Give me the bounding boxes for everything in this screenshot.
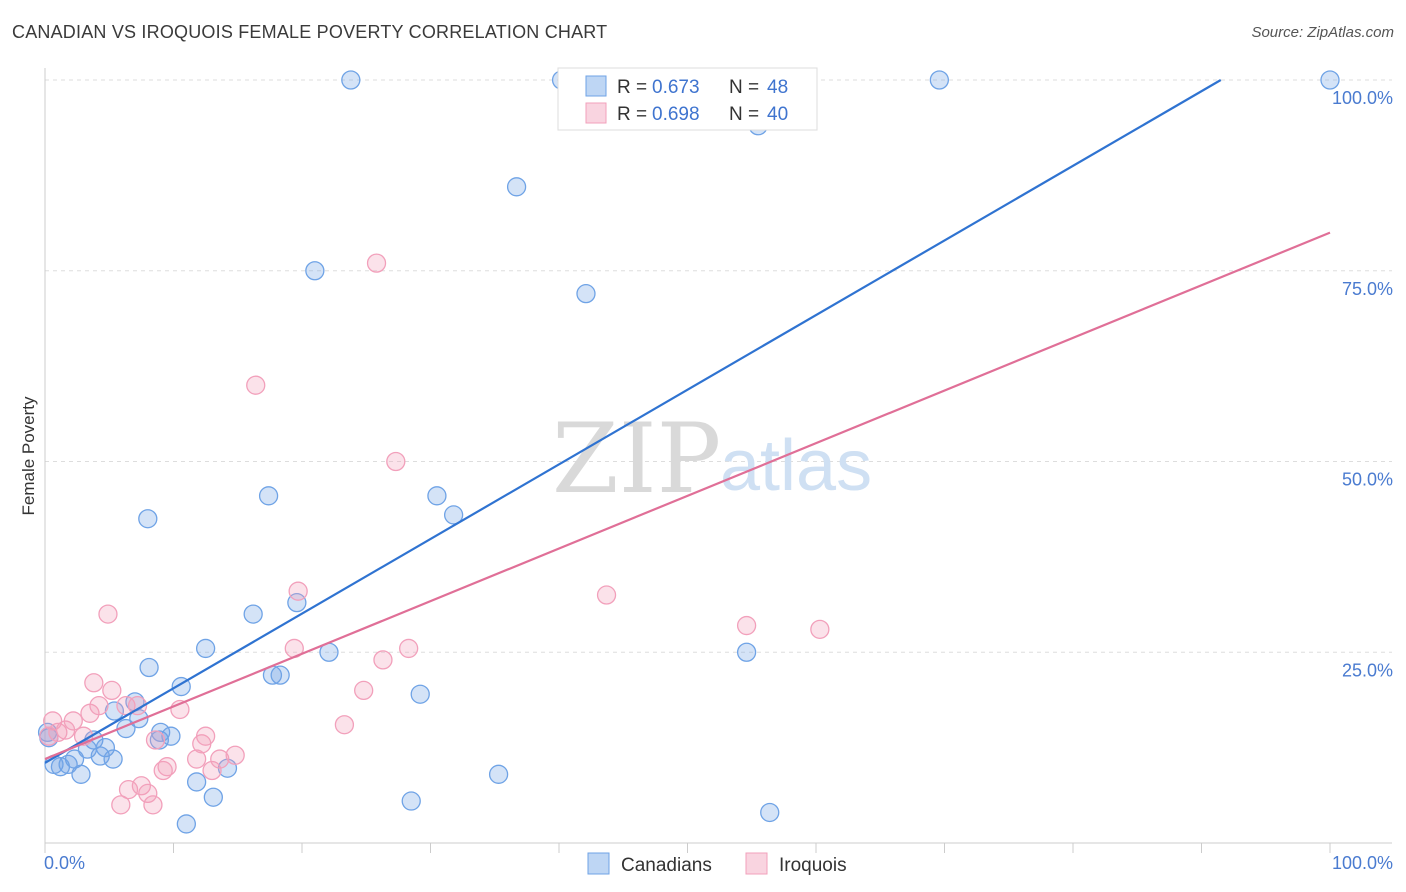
data-point-canadians (103, 749, 123, 769)
data-point-canadians (410, 684, 430, 704)
data-point-iroquois (63, 711, 83, 731)
data-point-iroquois (48, 722, 68, 743)
axes (44, 68, 1392, 853)
data-point-iroquois (143, 795, 163, 815)
data-point-canadians (104, 701, 125, 721)
watermark-zip: ZIP (552, 403, 721, 515)
data-point-iroquois (186, 749, 207, 769)
data-point-iroquois (102, 680, 122, 701)
data-point-canadians (243, 604, 263, 624)
data-point-iroquois (334, 715, 355, 735)
legend: R = 0.673 N = 48 R = 0.698 N = 40 (557, 67, 818, 131)
y-tick-label: 75.0% (1342, 279, 1393, 299)
trend-line-canadians (44, 79, 1222, 764)
data-point-canadians (736, 642, 757, 662)
data-point-iroquois (127, 696, 148, 716)
data-point-canadians (305, 261, 325, 281)
data-point-iroquois (145, 730, 166, 750)
x-tick-label: 100.0% (1332, 853, 1393, 873)
tick-labels: 25.0% 50.0% 75.0% 100.0% 0.0% 100.0% (44, 88, 1393, 873)
data-point-iroquois (138, 783, 158, 804)
legend-n-label: N = (729, 104, 759, 125)
watermark-atlas: atlas (720, 426, 872, 506)
y-tick-label: 25.0% (1342, 660, 1393, 680)
trend-lines (44, 79, 1331, 764)
grid-lines (45, 79, 1392, 653)
data-point-canadians (186, 772, 207, 792)
data-point-iroquois (373, 650, 393, 670)
data-point-iroquois (225, 745, 245, 765)
data-point-canadians (1320, 70, 1340, 90)
data-point-canadians (203, 787, 223, 807)
data-point-canadians (488, 764, 509, 784)
data-point-canadians (139, 657, 159, 678)
legend-r-value: 0.698 (652, 104, 700, 125)
bottom-legend-canadians: Canadians (621, 855, 712, 876)
data-point-iroquois (195, 726, 216, 746)
legend-r-label: R = (617, 104, 647, 125)
data-point-iroquois (386, 451, 406, 472)
data-point-canadians (161, 726, 181, 746)
data-point-iroquois (111, 795, 131, 815)
data-point-canadians (506, 177, 527, 197)
data-point-iroquois (366, 253, 387, 273)
chart-title: CANADIAN VS IROQUOIS FEMALE POVERTY CORR… (12, 22, 608, 42)
data-point-iroquois (98, 604, 118, 624)
x-tick-label: 0.0% (44, 853, 85, 873)
data-point-canadians (576, 283, 596, 304)
data-point-canadians (138, 509, 158, 529)
data-point-iroquois (354, 680, 374, 701)
data-point-iroquois (202, 760, 222, 781)
data-point-iroquois (89, 696, 109, 716)
data-point-canadians (427, 486, 447, 506)
legend-swatch-iroquois (585, 102, 607, 124)
legend-n-label: N = (729, 77, 759, 98)
bottom-legend: Canadians Iroquois (587, 852, 847, 876)
data-point-iroquois (596, 585, 617, 605)
data-point-canadians (341, 70, 361, 90)
data-point-iroquois (810, 619, 830, 640)
data-point-canadians (71, 764, 91, 784)
y-axis-title: Female Poverty (19, 396, 38, 516)
data-point-iroquois (157, 757, 177, 777)
legend-box (557, 67, 818, 131)
data-point-canadians (270, 665, 290, 685)
y-tick-label: 100.0% (1332, 88, 1393, 108)
data-point-canadians (760, 802, 780, 823)
data-point-canadians (401, 791, 421, 811)
data-point-iroquois (210, 749, 230, 769)
data-points (37, 70, 1340, 834)
data-point-iroquois (399, 638, 419, 659)
data-point-canadians (258, 486, 279, 506)
legend-r-value: 0.673 (652, 77, 700, 98)
y-tick-label: 50.0% (1342, 470, 1393, 490)
legend-n-value: 48 (767, 77, 788, 98)
legend-n-value: 40 (767, 104, 788, 125)
bottom-legend-swatch-canadians (587, 852, 610, 875)
legend-swatch-canadians (585, 75, 607, 97)
trend-line-iroquois (44, 231, 1331, 761)
watermark: ZIP atlas (552, 403, 872, 515)
data-point-canadians (95, 737, 116, 758)
data-point-canadians (195, 638, 216, 659)
bottom-legend-swatch-iroquois (745, 852, 768, 875)
bottom-legend-iroquois: Iroquois (779, 855, 847, 876)
data-point-iroquois (736, 615, 757, 636)
data-point-iroquois (246, 375, 266, 395)
data-point-canadians (176, 814, 197, 834)
source-label: Source: ZipAtlas.com (1251, 24, 1394, 41)
data-point-canadians (929, 70, 950, 90)
legend-r-label: R = (617, 77, 647, 98)
data-point-canadians (443, 505, 464, 525)
data-point-iroquois (84, 673, 104, 693)
data-point-iroquois (131, 776, 152, 796)
data-point-iroquois (288, 581, 308, 601)
